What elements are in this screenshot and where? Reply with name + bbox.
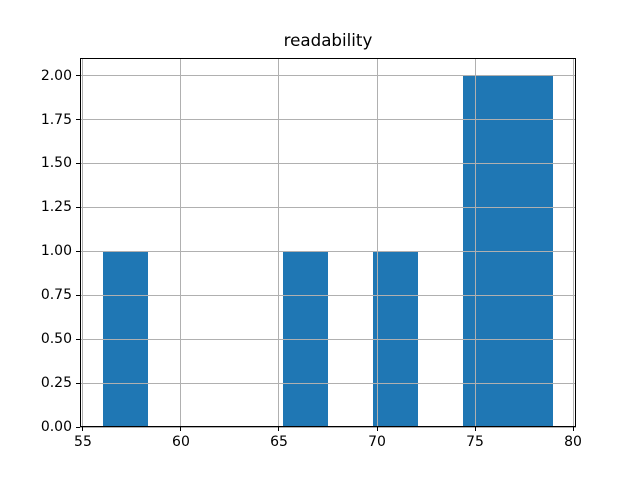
gridline-h <box>80 206 576 208</box>
y-tick-label: 0.50 <box>40 331 72 348</box>
y-tick <box>76 250 80 252</box>
y-tick-label: 1.50 <box>40 155 72 172</box>
y-tick-label: 0.00 <box>40 419 72 435</box>
y-tick-label: 0.75 <box>40 287 72 304</box>
x-tick-label: 60 <box>172 434 190 450</box>
x-tick <box>376 427 378 431</box>
y-tick <box>76 206 80 208</box>
gridline-h <box>80 426 576 428</box>
gridline-v <box>474 58 476 427</box>
ticks-layer: 55 60 65 70 75 80 0.00 0.25 0.50 0.75 1.00 1.25 1.50… <box>41 58 582 450</box>
y-tick <box>76 75 80 77</box>
y-tick-label: 1.75 <box>40 111 72 128</box>
gridline-v <box>82 58 84 427</box>
x-tick <box>180 427 182 431</box>
gridline-h <box>80 294 576 296</box>
x-tick-label: 70 <box>368 434 386 450</box>
chart-title: readability <box>283 30 373 50</box>
gridline-v <box>572 58 574 427</box>
gridline-h <box>80 338 576 340</box>
y-tick <box>76 162 80 164</box>
y-tick-label: 0.25 <box>40 375 72 392</box>
x-tick <box>82 427 84 431</box>
gridline-h <box>80 119 576 120</box>
y-tick <box>76 382 80 384</box>
y-tick <box>76 338 80 340</box>
plot-area: 55 60 65 70 75 80 0.00 0.25 0.50 0.75 1.00 1.25 1.50… <box>41 58 582 450</box>
gridline-v <box>180 58 182 427</box>
x-tick-label: 75 <box>466 434 484 450</box>
gridline-h <box>80 162 576 164</box>
grid-layer <box>80 58 576 428</box>
gridline-h <box>80 382 576 384</box>
y-tick-label: 1.25 <box>40 199 72 216</box>
x-tick-label: 55 <box>74 434 92 450</box>
y-tick-label: 2.00 <box>40 67 72 84</box>
x-tick <box>474 427 476 431</box>
y-tick <box>76 426 80 428</box>
x-tick <box>278 427 280 431</box>
gridline-v <box>278 58 280 427</box>
y-tick <box>76 119 80 120</box>
y-tick-label: 1.00 <box>40 243 72 260</box>
x-tick-label: 80 <box>564 434 582 450</box>
gridline-v <box>376 58 378 427</box>
y-tick <box>76 294 80 296</box>
gridline-h <box>80 250 576 252</box>
x-tick-label: 65 <box>270 434 288 450</box>
gridline-h <box>80 75 576 77</box>
x-tick <box>572 427 574 431</box>
